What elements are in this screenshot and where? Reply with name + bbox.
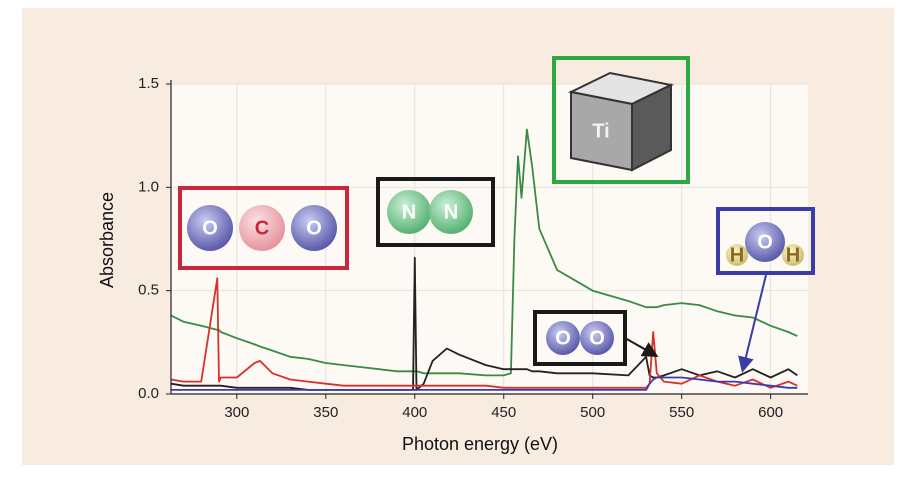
- arrow: [624, 337, 659, 357]
- series-line: [170, 256, 798, 391]
- x-tick-label: 350: [313, 404, 338, 421]
- x-tick-label: 400: [402, 404, 427, 421]
- atom-label: O: [589, 327, 605, 349]
- annotation-box: [178, 186, 349, 270]
- atom-label: O: [555, 327, 571, 349]
- atom-label: H: [786, 244, 800, 266]
- atom: [387, 190, 431, 234]
- y-axis-label: Absorbance: [97, 192, 117, 288]
- atom: [429, 190, 473, 234]
- atom-label: O: [757, 231, 773, 253]
- atom-label: O: [306, 217, 322, 239]
- annotation-box: [376, 177, 495, 247]
- series-line: [170, 128, 798, 377]
- x-tick-label: 550: [669, 404, 694, 421]
- x-tick-label: 300: [224, 404, 249, 421]
- atom: [726, 244, 748, 266]
- annotation-box: [552, 56, 690, 184]
- atom: [239, 205, 285, 251]
- x-tick-label: 450: [491, 404, 516, 421]
- atom: [782, 244, 804, 266]
- x-axis-label: Photon energy (eV): [402, 434, 558, 454]
- y-tick-label: 1.5: [138, 75, 159, 92]
- y-tick-label: 0.5: [138, 282, 159, 299]
- x-tick-label: 600: [758, 404, 783, 421]
- atom-label: H: [730, 244, 744, 266]
- atom: [187, 205, 233, 251]
- atom-label: N: [402, 201, 416, 223]
- annotation-box: [716, 207, 815, 275]
- atom-label: Ti: [592, 120, 609, 142]
- arrow: [738, 274, 767, 373]
- series-line: [171, 376, 798, 391]
- atom: [291, 205, 337, 251]
- atom: [580, 321, 614, 355]
- atom: [546, 321, 580, 355]
- atom: [745, 222, 785, 262]
- atom-label: C: [255, 217, 269, 239]
- cube-side: [631, 83, 672, 172]
- atom-label: N: [444, 201, 458, 223]
- x-tick-label: 500: [580, 404, 605, 421]
- y-tick-label: 1.0: [138, 178, 159, 195]
- y-tick-label: 0.0: [138, 385, 159, 402]
- atom-label: O: [202, 217, 218, 239]
- series-line: [170, 277, 798, 389]
